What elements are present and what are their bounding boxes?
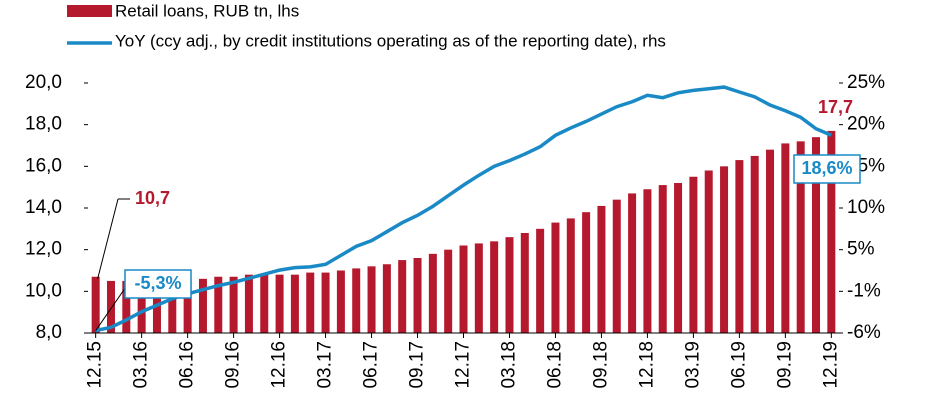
data-label: 17,7: [818, 97, 853, 117]
bar: [781, 143, 790, 333]
x-tick-label: 12.18: [636, 341, 657, 389]
x-tick-label: 06.19: [728, 341, 749, 389]
bar: [674, 183, 683, 333]
y-tick-label: 8,0: [36, 322, 62, 343]
label-box: [124, 269, 192, 299]
bar: [106, 280, 115, 333]
y-tick-label: 18,0: [25, 114, 62, 135]
bar: [658, 185, 667, 333]
bar: [720, 166, 729, 333]
data-label: 10,7: [135, 188, 170, 208]
bar: [505, 237, 514, 333]
y-tick-label: 12,0: [25, 239, 62, 260]
data-label: -5,3%: [134, 273, 181, 293]
x-tick-label: 09.17: [407, 341, 428, 389]
x-tick-label: 06.17: [361, 341, 382, 389]
bar: [198, 278, 207, 333]
x-tick-label: 06.16: [177, 341, 198, 389]
y-tick-label: 14,0: [25, 197, 62, 218]
bar: [704, 170, 713, 333]
x-tick-label: 06.18: [544, 341, 565, 389]
bar: [536, 228, 545, 333]
bar: [168, 278, 177, 333]
y2-tick-label: 25%: [847, 72, 885, 93]
bar: [367, 266, 376, 333]
bar: [750, 155, 759, 333]
line: [95, 85, 833, 333]
y-tick-label: 20,0: [25, 72, 62, 93]
bar: [827, 130, 836, 333]
bar: [766, 149, 775, 333]
bar: [643, 189, 652, 333]
x-tick-label: 12.19: [820, 341, 841, 389]
x-tick-label: 12.17: [453, 341, 474, 389]
bar: [183, 278, 192, 333]
y-tick-label: 10,0: [25, 280, 62, 301]
legend-swatch: [67, 5, 112, 17]
bar: [520, 233, 529, 333]
bar: [122, 280, 131, 333]
bar: [137, 280, 146, 333]
bar: [290, 274, 299, 333]
bar: [612, 199, 621, 333]
bar: [566, 218, 575, 333]
x-tick-label: 03.19: [682, 341, 703, 389]
bar: [689, 176, 698, 333]
bar: [459, 245, 468, 333]
x-tick-label: 09.19: [774, 341, 795, 389]
label-box: [793, 154, 861, 184]
x-tick-label: 12.15: [85, 341, 106, 389]
bar: [490, 241, 499, 333]
bar: [812, 137, 821, 333]
x-tick-label: 03.18: [498, 341, 519, 389]
bar: [91, 276, 100, 333]
bar: [796, 141, 805, 333]
bar: [352, 268, 361, 333]
bar: [444, 249, 453, 333]
bar: [306, 272, 315, 333]
y2-tick-label: -6%: [847, 322, 881, 343]
bar: [321, 272, 330, 333]
leader-line: [97, 198, 119, 279]
bar: [428, 253, 437, 333]
legend-label: Retail loans, RUB tn, lhs: [115, 1, 299, 20]
y2-tick-label: -1%: [847, 280, 881, 301]
bar: [382, 264, 391, 333]
bar: [260, 274, 269, 333]
x-tick-label: 03.16: [131, 341, 152, 389]
y2-tick-label: 10%: [847, 197, 885, 218]
bar: [474, 243, 483, 333]
bar: [336, 270, 345, 333]
bar: [214, 276, 223, 333]
bar: [275, 274, 284, 333]
data-label: 18,6%: [801, 158, 852, 178]
y2-tick-label: 20%: [847, 114, 885, 135]
x-tick-label: 09.18: [590, 341, 611, 389]
x-tick-label: 09.16: [223, 341, 244, 389]
leader-line: [95, 283, 129, 331]
x-tick-label: 12.16: [269, 341, 290, 389]
bar: [229, 276, 238, 333]
bar: [244, 274, 253, 333]
bar: [582, 212, 591, 333]
bar: [398, 260, 407, 333]
y2-tick-label: 5%: [847, 239, 875, 260]
x-tick-label: 03.17: [315, 341, 336, 389]
legend-label: YoY (ccy adj., by credit institutions op…: [115, 31, 666, 50]
bar: [551, 222, 560, 333]
bar: [628, 193, 637, 333]
bar: [597, 205, 606, 333]
bar: [735, 160, 744, 333]
y-tick-label: 16,0: [25, 155, 62, 176]
bar: [413, 258, 422, 333]
